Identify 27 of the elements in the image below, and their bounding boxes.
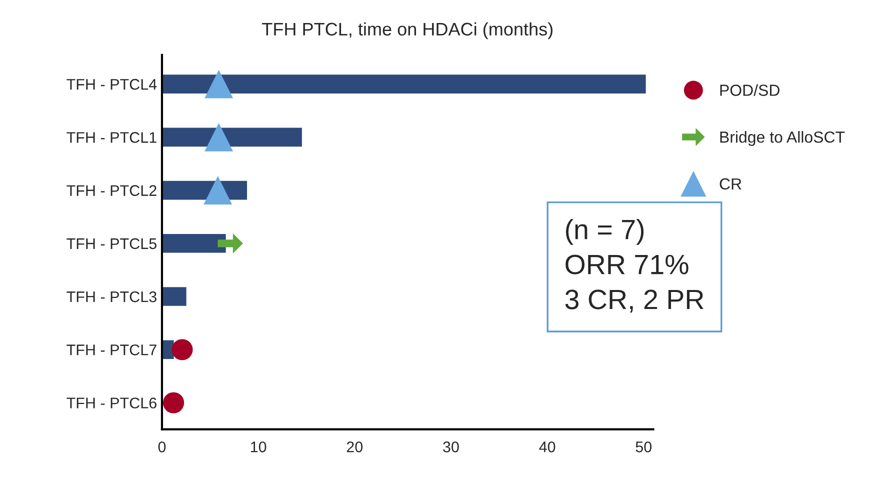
legend-label: POD/SD	[720, 84, 780, 96]
y-tick-label: TFH - PTCL6	[66, 398, 156, 408]
x-tick-label: 10	[250, 442, 266, 452]
x-tick-label: 20	[346, 442, 363, 452]
point	[204, 176, 232, 205]
point	[218, 233, 243, 254]
y-tick-label: TFH - PTCL5	[66, 238, 156, 250]
y-tick-label: TFH - PTCL2	[66, 185, 156, 196]
y-tick-label: TFH - PTCL7	[66, 344, 156, 356]
bar	[162, 73, 648, 95]
point	[204, 70, 234, 98]
legend-label: CR	[720, 178, 742, 190]
bar	[162, 232, 228, 254]
legend-label: Bridge to AlloSCT	[720, 131, 845, 146]
point	[172, 339, 193, 360]
x-tick-label: 40	[539, 442, 556, 452]
x-tick-label: 0	[158, 442, 166, 452]
x-tick-label: 50	[636, 442, 652, 452]
y-tick-label: TFH - PTCL4	[66, 78, 157, 90]
x-tick-label: 30	[443, 442, 459, 452]
point	[163, 392, 184, 414]
point	[204, 122, 234, 152]
chart-title: TFH PTCL, time on HDACi (months)	[262, 22, 552, 40]
y-tick-label: TFH - PTCL3	[66, 291, 156, 302]
annotation: (n = 7) ORR 71% 3 CR, 2 PR	[565, 219, 704, 313]
y-tick-label: TFH - PTCL1	[66, 132, 156, 143]
bar	[162, 286, 188, 308]
